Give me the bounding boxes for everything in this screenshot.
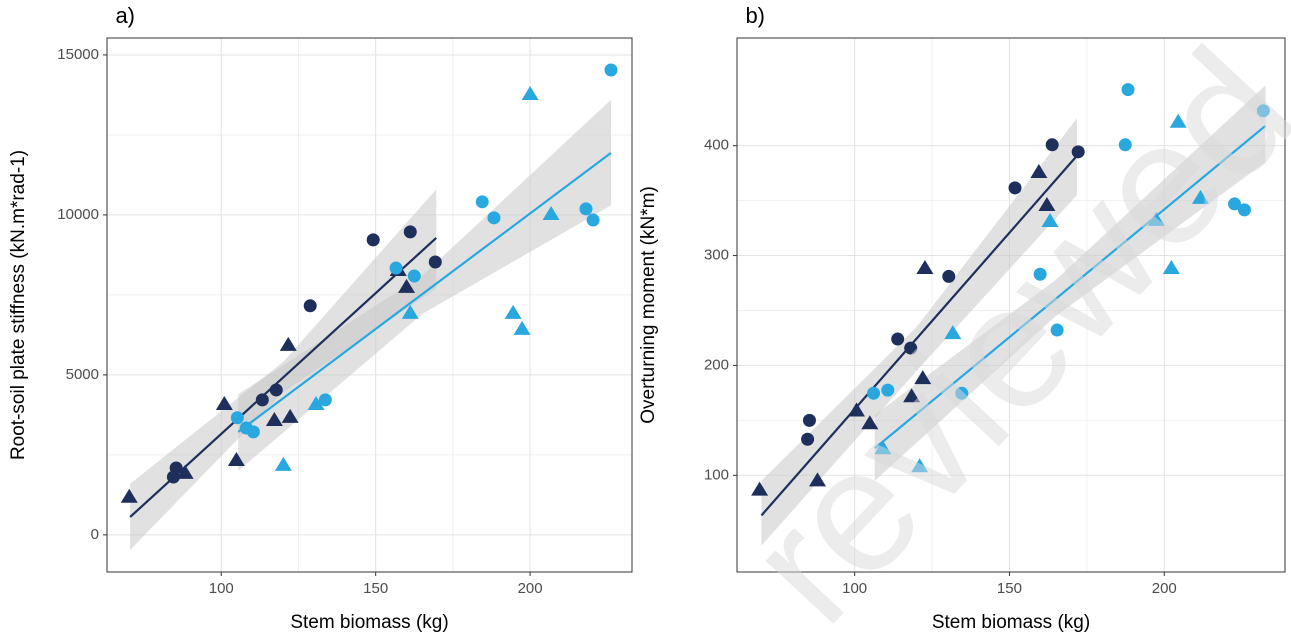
point xyxy=(389,261,403,275)
point xyxy=(1045,138,1059,152)
point xyxy=(401,304,419,319)
point xyxy=(407,269,421,283)
point xyxy=(848,402,866,417)
panel-label: b) xyxy=(745,3,765,28)
point xyxy=(403,225,417,239)
point xyxy=(914,370,932,385)
point xyxy=(504,304,522,319)
x-axis-label: Stem biomass (kg) xyxy=(932,612,1090,633)
point xyxy=(916,259,934,274)
point xyxy=(246,425,260,439)
point xyxy=(881,383,895,397)
x-axis-label: Stem biomass (kg) xyxy=(290,612,448,633)
point xyxy=(176,464,194,479)
point xyxy=(808,472,826,487)
plot-background xyxy=(737,38,1285,572)
point xyxy=(579,202,593,216)
y-axis-label: Overturning moment (kN*m) xyxy=(638,186,659,424)
y-tick-label: 400 xyxy=(704,137,729,154)
point xyxy=(1162,259,1180,274)
y-tick-label: 300 xyxy=(704,247,729,264)
confidence-band xyxy=(238,99,611,471)
point xyxy=(801,432,815,446)
x-tick-label: 200 xyxy=(518,580,543,597)
x-tick-label: 100 xyxy=(842,580,867,597)
point xyxy=(1228,197,1242,211)
x-tick-label: 200 xyxy=(1152,580,1177,597)
plot-layer xyxy=(751,83,1270,546)
point xyxy=(366,233,380,247)
point xyxy=(398,278,416,293)
point xyxy=(230,411,244,425)
point xyxy=(1121,83,1135,97)
point xyxy=(120,488,138,503)
point xyxy=(318,393,332,407)
panel-label: a) xyxy=(115,3,135,28)
y-tick-label: 5000 xyxy=(66,366,99,383)
point xyxy=(279,336,297,351)
point xyxy=(521,85,539,100)
point xyxy=(1147,211,1165,226)
point xyxy=(911,458,929,473)
y-tick-label: 15000 xyxy=(57,46,99,63)
point xyxy=(604,63,618,77)
point xyxy=(861,415,879,430)
point xyxy=(942,269,956,283)
point xyxy=(255,393,269,407)
point xyxy=(1237,203,1251,217)
point xyxy=(891,332,905,346)
point xyxy=(751,481,769,496)
x-tick-label: 100 xyxy=(209,580,234,597)
point xyxy=(513,320,531,335)
point xyxy=(1191,189,1209,204)
point xyxy=(1033,267,1047,281)
point xyxy=(542,205,560,220)
point xyxy=(307,396,325,411)
point xyxy=(1008,181,1022,195)
point xyxy=(475,195,489,209)
point xyxy=(802,413,816,427)
fit-line xyxy=(874,124,1267,450)
point xyxy=(1071,145,1085,159)
point xyxy=(1118,138,1132,152)
point xyxy=(215,396,233,411)
y-axis-label: Root-soil plate stiffness (kN.m*rad-1) xyxy=(8,150,29,460)
x-tick-label: 150 xyxy=(997,580,1022,597)
point xyxy=(265,412,283,427)
plot-layer xyxy=(120,63,618,550)
x-tick-label: 150 xyxy=(363,580,388,597)
panel-border xyxy=(106,37,633,573)
point xyxy=(867,386,881,400)
point xyxy=(944,325,962,340)
y-tick-label: 10000 xyxy=(57,206,99,223)
point xyxy=(227,452,245,467)
fit-line xyxy=(760,155,1078,517)
point xyxy=(303,299,317,313)
point xyxy=(874,440,892,455)
y-tick-label: 200 xyxy=(704,356,729,373)
y-tick-label: 100 xyxy=(704,466,729,483)
point xyxy=(1050,323,1064,337)
point xyxy=(586,213,600,227)
confidence-band xyxy=(761,118,1077,546)
point xyxy=(428,255,442,269)
point xyxy=(903,388,921,403)
point xyxy=(1030,164,1048,179)
panel-border xyxy=(736,37,1286,573)
point xyxy=(487,211,501,225)
point xyxy=(904,341,918,355)
point xyxy=(281,408,299,423)
fit-line xyxy=(237,151,612,433)
point xyxy=(1038,197,1056,212)
confidence-band xyxy=(874,85,1266,481)
point xyxy=(1169,113,1187,128)
point xyxy=(1041,212,1059,227)
point xyxy=(274,456,292,471)
point xyxy=(269,383,283,397)
point xyxy=(1256,104,1270,118)
point xyxy=(955,386,969,400)
y-tick-label: 0 xyxy=(91,526,99,543)
point xyxy=(166,470,180,484)
